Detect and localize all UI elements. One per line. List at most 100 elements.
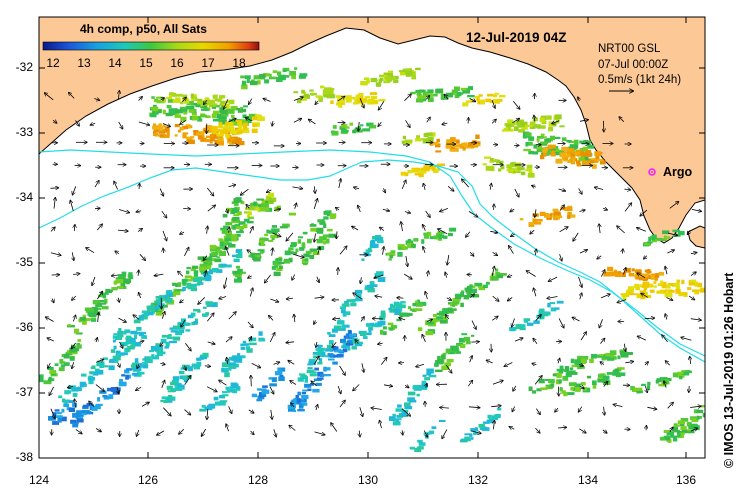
sst-pixel [389,416,396,421]
sst-pixel [288,212,296,216]
current-arrow [665,314,667,320]
sst-pixel [166,96,172,100]
sst-pixel [387,73,393,78]
sst-pixel [259,251,264,254]
sst-pixel [236,130,244,134]
sst-pixel [581,160,590,165]
sst-pixel [556,372,562,378]
sst-pixel [541,149,548,153]
sst-pixel [394,75,399,80]
sst-pixel [269,383,277,387]
sst-pixel [647,269,651,274]
sst-pixel [98,302,107,305]
sst-pixel [341,345,350,349]
current-arrow [579,428,585,433]
sst-pixel [379,315,386,320]
sst-pixel [317,349,324,353]
sst-pixel [643,286,648,291]
current-arrow [155,274,164,276]
sst-pixel [172,336,181,341]
sst-pixel [229,118,234,122]
sst-pixel [569,367,574,370]
sst-pixel [195,98,203,101]
colorbar-tick: 12 [46,56,60,70]
sst-pixel [575,387,581,392]
current-arrow [163,249,164,253]
sst-pixel [413,238,419,242]
sst-pixel [691,289,697,293]
sst-pixel [582,356,589,360]
current-arrow [560,254,562,260]
sst-pixel [223,264,232,268]
sst-pixel [68,407,75,412]
sst-pixel [462,88,470,94]
current-arrow [292,187,302,189]
sst-pixel [274,206,278,212]
sst-pixel [185,279,193,282]
sst-pixel [429,142,434,146]
sst-pixel [444,362,451,367]
sst-pixel [246,215,251,218]
sst-pixel [446,139,452,145]
sst-pixel [540,387,548,390]
sst-pixel [39,377,44,383]
sst-pixel [164,134,170,138]
sst-pixel [123,331,127,335]
sst-pixel [179,108,187,112]
sst-pixel [580,151,584,156]
current-arrow [249,98,253,105]
sst-pixel [670,435,678,438]
sst-pixel [108,360,115,363]
current-arrow [487,360,493,363]
current-arrow [447,185,454,191]
sst-pixel [343,335,347,339]
current-arrow [645,385,647,392]
sst-pixel [322,240,327,245]
current-arrow [353,293,362,300]
colorbar-tick: 18 [232,56,246,70]
sst-pixel [411,167,419,173]
colorbar-tick: 16 [170,56,184,70]
current-arrow [139,341,144,342]
sst-pixel [469,288,477,293]
sst-pixel [636,390,641,394]
current-arrow [133,315,140,320]
sst-pixel [223,241,227,246]
sst-pixel [542,151,547,157]
sst-pixel [407,243,413,248]
sst-pixel [216,246,224,249]
sst-pixel [413,385,420,390]
sst-pixel [119,378,123,383]
sst-pixel [331,354,338,358]
current-arrow [358,121,359,131]
sst-pixel [211,302,218,308]
sst-pixel [433,317,440,322]
sst-pixel [558,379,562,384]
sst-pixel [436,312,443,316]
sst-pixel [164,299,169,303]
current-arrow [527,271,536,277]
current-arrow [185,365,187,370]
current-arrow [95,360,103,363]
sst-pixel [150,346,159,351]
sst-pixel [632,387,637,392]
sst-pixel [610,271,618,277]
sst-pixel [72,392,78,397]
sst-pixel [630,289,634,293]
sst-pixel [213,396,219,401]
sst-pixel [105,288,111,292]
current-arrow [73,274,80,275]
sst-pixel [168,340,177,344]
sst-pixel [395,303,400,309]
sst-pixel [341,309,346,314]
sst-pixel [634,283,639,288]
sst-pixel [294,67,298,70]
sst-pixel [237,109,243,113]
sst-pixel [607,266,614,272]
current-arrow [90,123,96,125]
sst-pixel [316,377,324,380]
sst-pixel [336,95,343,98]
sst-pixel [154,306,160,310]
sst-pixel [249,81,258,86]
sst-pixel [516,119,523,124]
